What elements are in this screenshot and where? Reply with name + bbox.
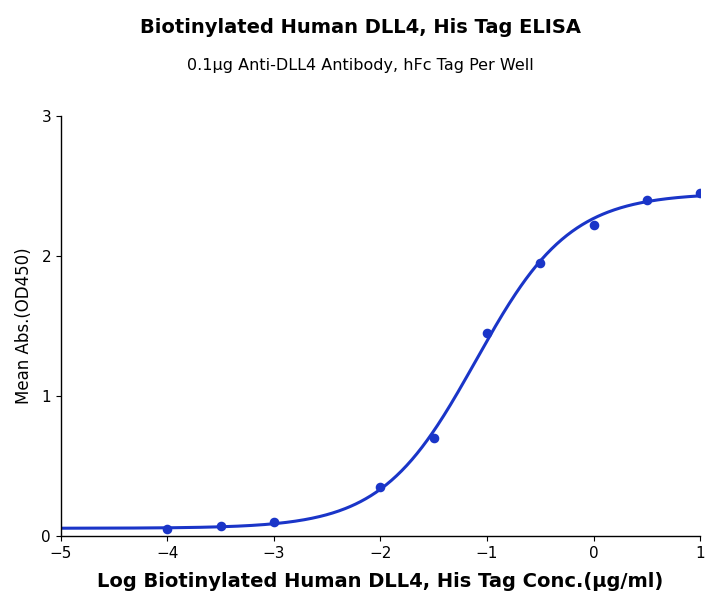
Y-axis label: Mean Abs.(OD450): Mean Abs.(OD450) xyxy=(15,248,33,404)
Point xyxy=(641,195,652,205)
Point xyxy=(588,220,599,230)
Point xyxy=(694,188,706,198)
Point xyxy=(161,524,173,534)
Point xyxy=(534,258,546,268)
Text: Biotinylated Human DLL4, His Tag ELISA: Biotinylated Human DLL4, His Tag ELISA xyxy=(140,18,580,37)
Point xyxy=(215,522,226,531)
X-axis label: Log Biotinylated Human DLL4, His Tag Conc.(μg/ml): Log Biotinylated Human DLL4, His Tag Con… xyxy=(97,572,664,591)
Point xyxy=(428,433,439,443)
Point xyxy=(481,328,492,338)
Text: 0.1μg Anti-DLL4 Antibody, hFc Tag Per Well: 0.1μg Anti-DLL4 Antibody, hFc Tag Per We… xyxy=(186,58,534,73)
Point xyxy=(374,482,386,492)
Point xyxy=(268,518,279,527)
